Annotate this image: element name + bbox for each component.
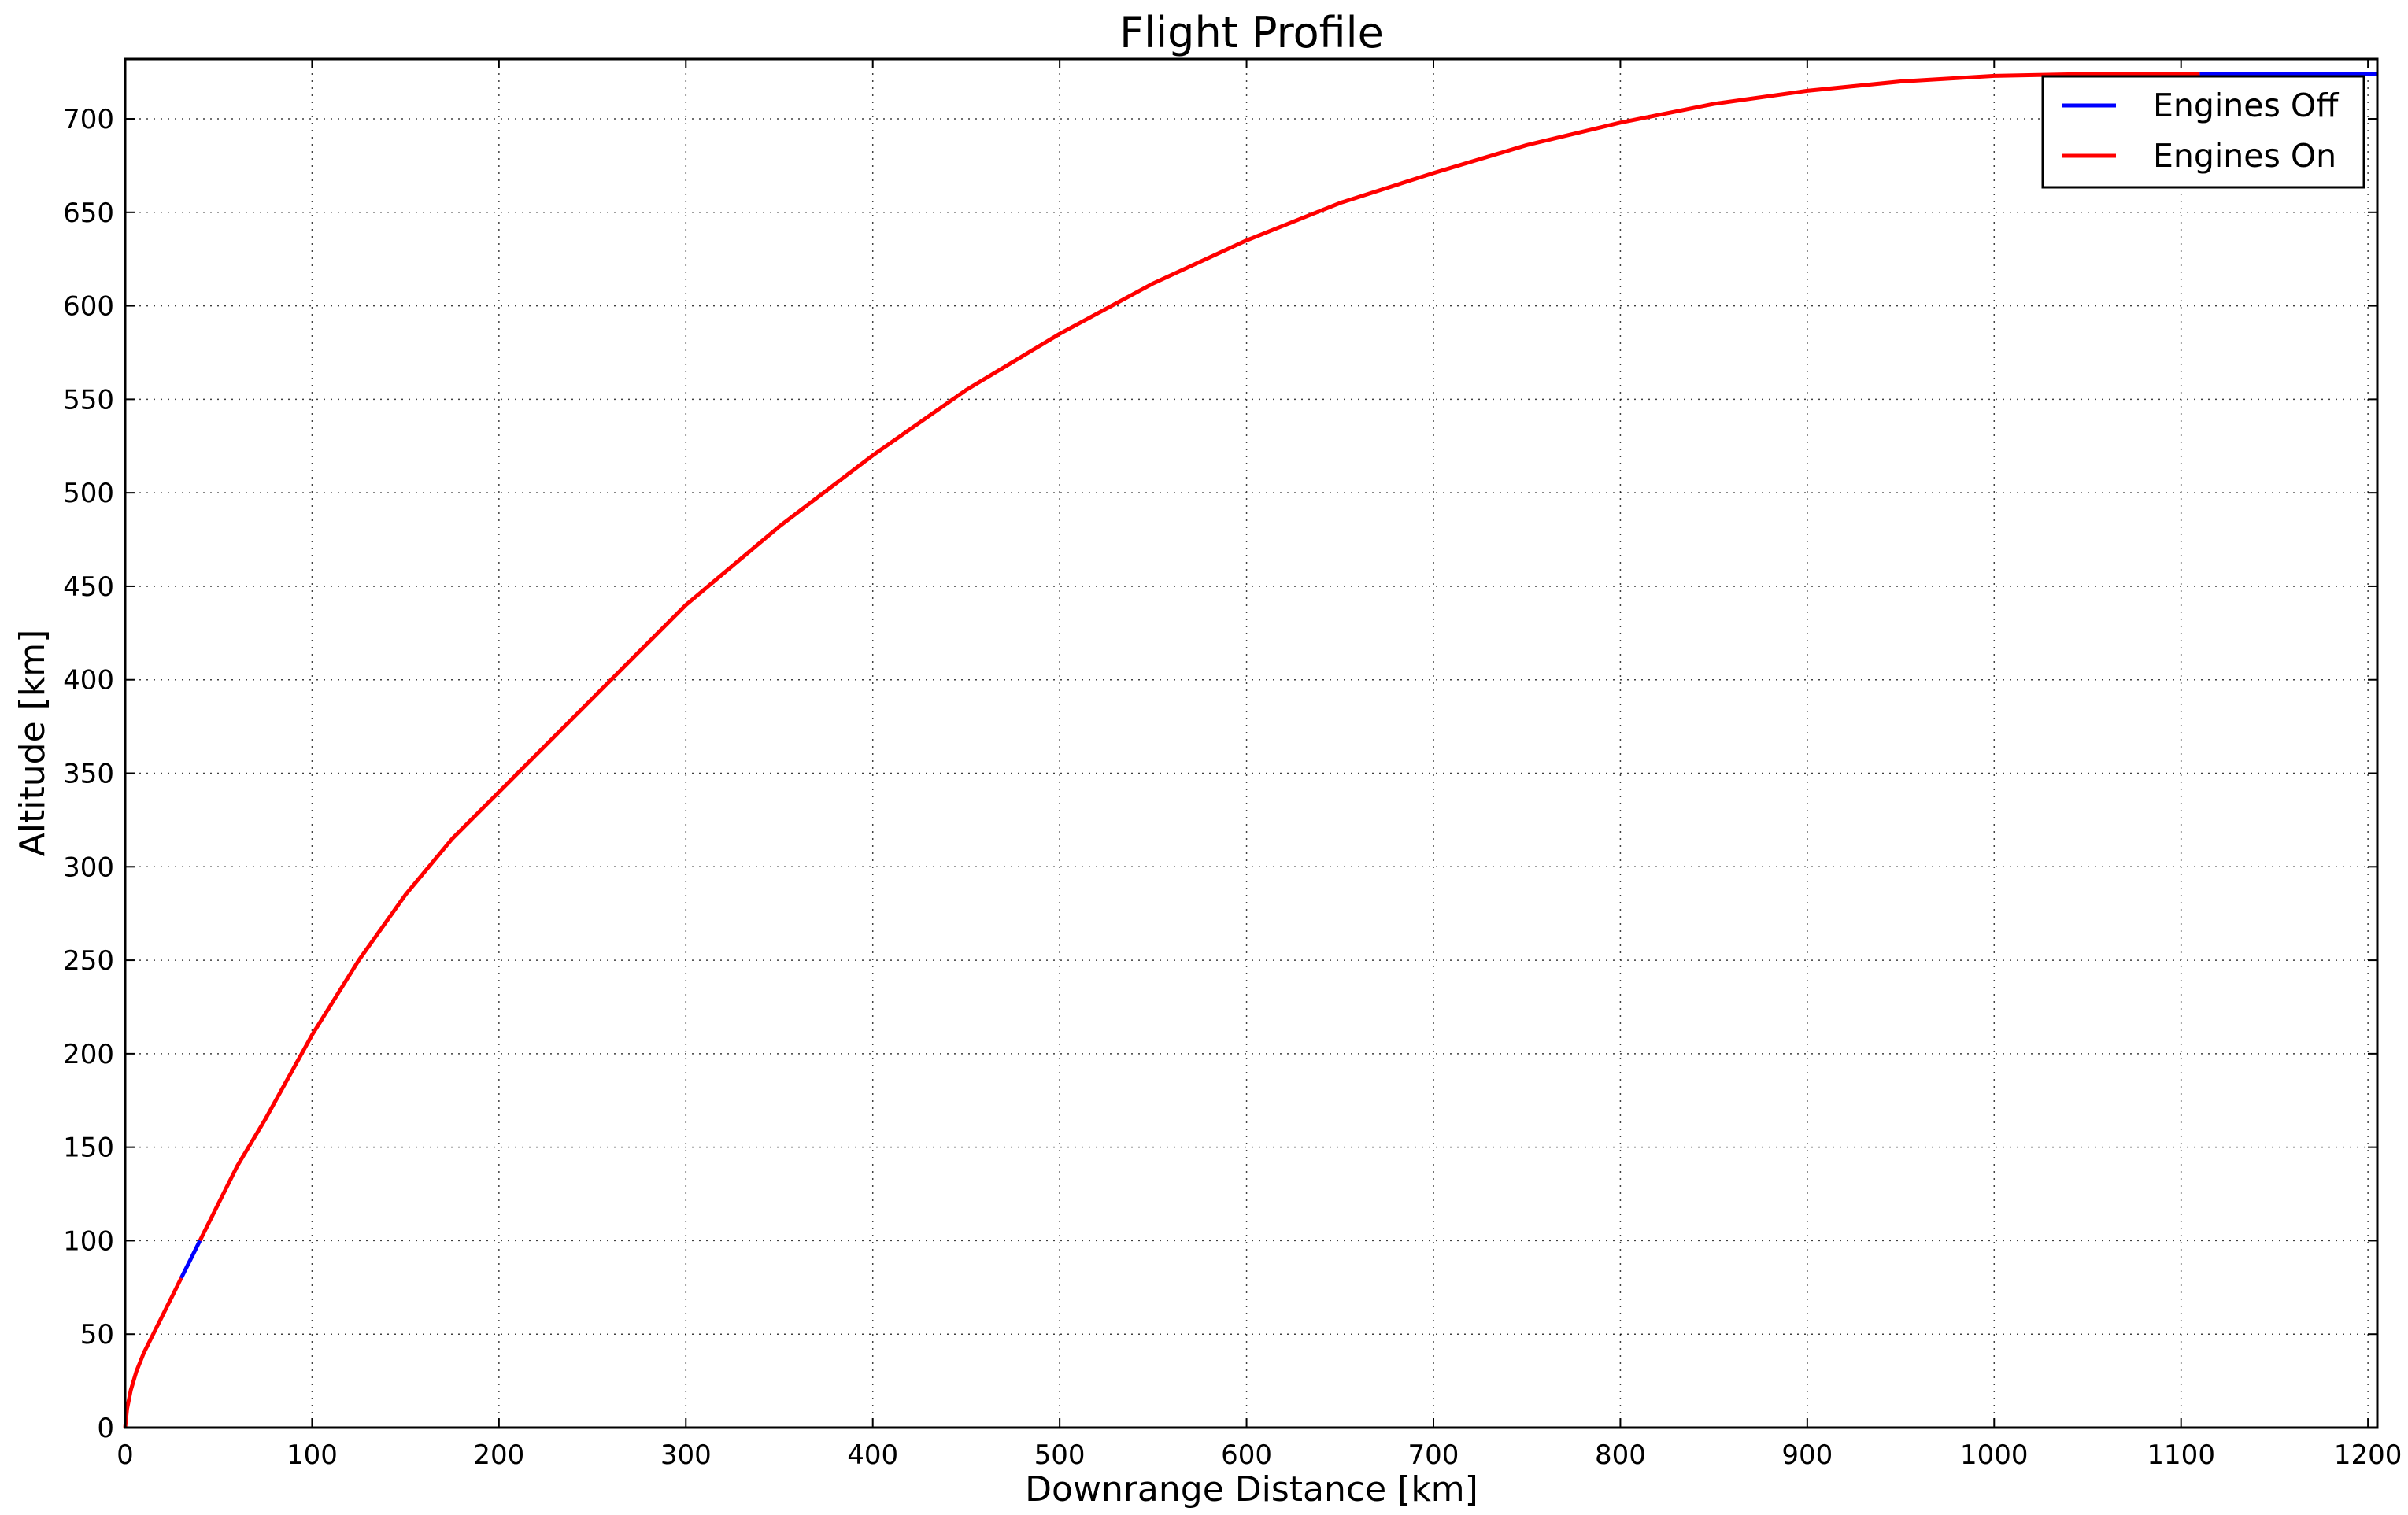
- y-tick-label: 650: [63, 198, 114, 229]
- y-tick-label: 600: [63, 291, 114, 323]
- y-tick-label: 250: [63, 945, 114, 977]
- y-tick-label: 500: [63, 478, 114, 509]
- y-tick-labels: 0 50 100 150 200 250 300 350 400 450 500 550 600 650 7…: [63, 104, 114, 1444]
- y-tick-label: 400: [63, 665, 114, 697]
- x-tick-label: 300: [660, 1439, 712, 1471]
- y-tick-label: 100: [63, 1225, 114, 1257]
- grid-lines: [124, 59, 2377, 1428]
- x-tick-label: 900: [1781, 1439, 1833, 1471]
- x-tick-label: 1000: [1960, 1439, 2029, 1471]
- y-tick-label: 200: [63, 1039, 114, 1070]
- y-tick-label: 50: [80, 1319, 114, 1351]
- x-tick-label: 700: [1408, 1439, 1459, 1471]
- legend-label-engines-off: Engines Off: [2153, 87, 2340, 124]
- x-tick-label: 0: [117, 1439, 134, 1471]
- legend-label-engines-on: Engines On: [2153, 137, 2336, 175]
- x-tick-label: 600: [1221, 1439, 1272, 1471]
- x-tick-label: 400: [847, 1439, 898, 1471]
- legend: Engines Off Engines On: [2041, 75, 2365, 189]
- y-tick-label: 0: [97, 1413, 114, 1444]
- y-axis-label: Altitude [km]: [13, 630, 53, 857]
- plot-area: [124, 57, 2379, 1429]
- y-tick-label: 300: [63, 852, 114, 883]
- chart-title: Flight Profile: [1119, 8, 1384, 57]
- legend-box: [2041, 75, 2365, 189]
- y-tick-label: 550: [63, 384, 114, 416]
- y-tick-label: 700: [63, 104, 114, 135]
- x-tick-label: 100: [287, 1439, 338, 1471]
- x-axis-label: Downrange Distance [km]: [1025, 1469, 1478, 1509]
- series-layer: [123, 72, 2377, 1428]
- series-line-engines-on-segment-1: [123, 1277, 183, 1428]
- y-tick-label: 450: [63, 571, 114, 603]
- y-tick-label: 150: [63, 1133, 114, 1164]
- series-line-engines-on-segment-2: [198, 72, 2200, 1242]
- x-tick-labels: 0 100 200 300 400 500 600 700 800 900 1000 1100 1200: [117, 1439, 2402, 1471]
- axis-ticks: [124, 59, 2377, 1428]
- x-tick-label: 500: [1034, 1439, 1086, 1471]
- x-tick-label: 800: [1595, 1439, 1646, 1471]
- x-tick-label: 200: [473, 1439, 524, 1471]
- x-tick-label: 1100: [2147, 1439, 2215, 1471]
- x-tick-label: 1200: [2334, 1439, 2402, 1471]
- y-tick-label: 350: [63, 759, 114, 790]
- series-line-engines-off-segment-1: [179, 1240, 202, 1280]
